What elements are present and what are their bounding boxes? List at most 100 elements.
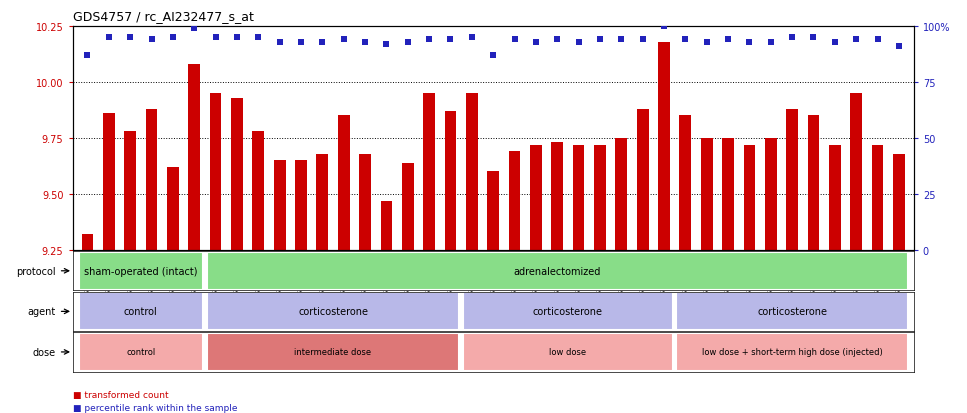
Bar [701, 139, 713, 250]
Bar [295, 161, 307, 250]
Bar [551, 143, 563, 250]
Bar [81, 235, 94, 250]
Text: ■ transformed count: ■ transformed count [73, 390, 168, 399]
Point [485, 52, 501, 59]
Point [507, 37, 522, 43]
Bar [765, 139, 777, 250]
Point [848, 37, 864, 43]
Bar [125, 132, 136, 250]
Point [699, 39, 715, 46]
Text: low dose: low dose [549, 348, 586, 356]
Bar [722, 139, 734, 250]
Bar [274, 161, 285, 250]
Bar [210, 94, 221, 250]
Text: dose: dose [32, 347, 55, 357]
Point [827, 39, 842, 46]
Bar [744, 145, 755, 250]
Bar [402, 163, 414, 250]
Bar [252, 132, 264, 250]
Bar [337, 116, 350, 250]
Text: agent: agent [27, 306, 55, 317]
Bar [530, 145, 542, 250]
Point [272, 39, 287, 46]
Bar [680, 116, 691, 250]
Point [635, 37, 651, 43]
Text: control: control [124, 306, 158, 317]
Point [806, 35, 821, 41]
Bar [381, 201, 393, 250]
Point [400, 39, 416, 46]
Text: intermediate dose: intermediate dose [295, 348, 371, 356]
FancyBboxPatch shape [676, 293, 908, 330]
Point [358, 39, 373, 46]
Text: corticosterone: corticosterone [757, 306, 827, 317]
Point [379, 41, 395, 48]
Point [293, 39, 308, 46]
Text: corticosterone: corticosterone [298, 306, 368, 317]
Point [742, 39, 757, 46]
Point [250, 35, 266, 41]
Bar [786, 109, 798, 250]
Point [720, 37, 736, 43]
Point [187, 26, 202, 32]
Bar [572, 145, 584, 250]
Bar [829, 145, 840, 250]
Point [892, 44, 907, 50]
Text: corticosterone: corticosterone [533, 306, 602, 317]
Bar [594, 145, 605, 250]
Point [336, 37, 351, 43]
FancyBboxPatch shape [78, 252, 203, 290]
FancyBboxPatch shape [207, 293, 459, 330]
Point [123, 35, 138, 41]
Point [613, 37, 629, 43]
Point [869, 37, 885, 43]
Point [314, 39, 330, 46]
Bar [509, 152, 520, 250]
Bar [615, 139, 628, 250]
Bar [807, 116, 819, 250]
Bar [445, 112, 456, 250]
Bar [636, 109, 649, 250]
Point [784, 35, 800, 41]
Point [678, 37, 693, 43]
FancyBboxPatch shape [676, 333, 908, 371]
Point [592, 37, 607, 43]
Point [464, 35, 480, 41]
Text: adrenalectomized: adrenalectomized [513, 266, 601, 276]
Point [229, 35, 245, 41]
Point [549, 37, 565, 43]
Point [165, 35, 181, 41]
Bar [189, 65, 200, 250]
Point [102, 35, 117, 41]
Bar [103, 114, 115, 250]
Point [144, 37, 160, 43]
Bar [871, 145, 884, 250]
Point [208, 35, 223, 41]
Bar [167, 168, 179, 250]
FancyBboxPatch shape [463, 293, 673, 330]
FancyBboxPatch shape [463, 333, 673, 371]
Text: GDS4757 / rc_AI232477_s_at: GDS4757 / rc_AI232477_s_at [73, 10, 253, 24]
Bar [231, 98, 243, 250]
FancyBboxPatch shape [207, 333, 459, 371]
Point [422, 37, 437, 43]
Bar [893, 154, 905, 250]
Point [443, 37, 458, 43]
Text: low dose + short-term high dose (injected): low dose + short-term high dose (injecte… [702, 348, 883, 356]
Point [79, 52, 95, 59]
Point [528, 39, 543, 46]
Bar [146, 109, 158, 250]
FancyBboxPatch shape [78, 333, 203, 371]
Bar [659, 43, 670, 250]
Text: ■ percentile rank within the sample: ■ percentile rank within the sample [73, 403, 237, 412]
Point [763, 39, 778, 46]
Text: control: control [127, 348, 156, 356]
Point [657, 24, 672, 30]
Bar [359, 154, 371, 250]
Text: protocol: protocol [15, 266, 55, 276]
Bar [316, 154, 328, 250]
Bar [424, 94, 435, 250]
Bar [487, 172, 499, 250]
Bar [466, 94, 478, 250]
Text: sham-operated (intact): sham-operated (intact) [84, 266, 197, 276]
